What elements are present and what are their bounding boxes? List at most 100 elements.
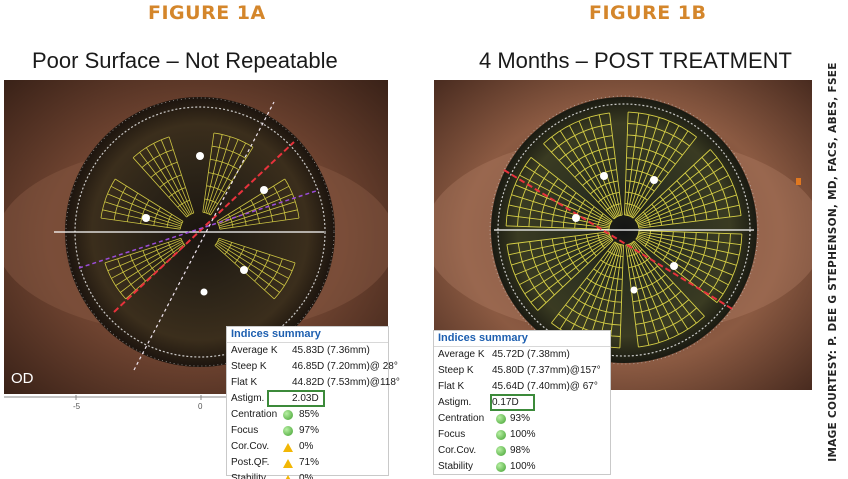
- topography-grid-line: [566, 146, 614, 170]
- topography-grid-line: [671, 232, 686, 268]
- summary-label: Centration: [438, 413, 485, 424]
- topography-grid-line: [551, 238, 572, 280]
- topography-grid-line: [559, 242, 617, 330]
- topography-grid-line: [537, 239, 614, 311]
- topography-grid-line: [628, 117, 660, 216]
- topography-grid-line: [619, 244, 624, 348]
- topography-grid-line: [698, 233, 720, 289]
- topography-grid-line: [568, 243, 618, 335]
- topography-grid-line: [216, 178, 286, 222]
- topography-grid-line: [586, 277, 622, 292]
- summary-label: Average K: [438, 349, 485, 360]
- topography-grid-line: [563, 237, 580, 272]
- topography-grid-line: [506, 244, 539, 311]
- topography-grid-line: [588, 117, 620, 216]
- topography-grid-line: [506, 231, 610, 245]
- topography-grid-line: [638, 234, 737, 266]
- topography-grid-line: [202, 132, 215, 213]
- topography-grid-line: [662, 231, 674, 261]
- topography-grid-line: [517, 164, 541, 227]
- topography-grid-line: [585, 206, 595, 229]
- axis-scale-graphic: -5 0: [4, 395, 226, 411]
- topography-grid-line: [517, 242, 547, 303]
- summary-row-centration: Centration 85%: [227, 407, 388, 423]
- topography-grid-line: [215, 243, 280, 293]
- topography-grid-line: [634, 219, 640, 229]
- topography-grid-line: [506, 225, 610, 230]
- summary-row-cor-cov: Cor.Cov. 98%: [434, 443, 610, 459]
- topography-grid-line: [631, 130, 689, 218]
- topography-grid-line: [234, 246, 245, 264]
- summary-label: Average K: [231, 345, 278, 356]
- summary-row-cor-cov: Cor.Cov. 0%: [227, 439, 388, 455]
- topography-grid-line: [153, 143, 192, 215]
- topography-grid-line: [104, 201, 182, 227]
- topography-grid-line: [160, 139, 193, 214]
- indices-summary-panel-b: Indices summary Average K 45.72D (7.38mm…: [433, 330, 611, 475]
- topography-grid-line: [629, 265, 658, 280]
- topography-grid-line: [579, 286, 622, 303]
- topography-grid-line: [132, 136, 170, 159]
- axis-tick-label-0: 0: [198, 402, 203, 411]
- topography-grid-line: [625, 191, 648, 201]
- topography-grid-line: [217, 240, 289, 279]
- topography-grid-line: [565, 304, 621, 326]
- summary-value: 45.64D (7.40mm)@ 67°: [492, 381, 598, 392]
- topography-grid-line: [637, 236, 729, 286]
- topography-grid-line: [638, 204, 740, 228]
- image-credit: IMAGE COURTESY: P. DEE G STEPHENSON, MD,…: [824, 52, 842, 472]
- summary-label: Focus: [231, 425, 259, 436]
- topography-grid-line: [574, 157, 616, 178]
- topography-grid-line: [139, 152, 189, 217]
- topography-grid-line: [159, 174, 182, 188]
- summary-value: 98%: [510, 445, 531, 456]
- topography-grid-line: [506, 214, 610, 229]
- summary-label: Astigm.: [231, 393, 265, 404]
- topography-grid-line: [631, 274, 666, 291]
- topography-grid-line: [559, 130, 617, 218]
- topography-grid-line: [590, 180, 619, 195]
- summary-value: 0.17D: [492, 397, 519, 408]
- topography-grid-line: [212, 145, 247, 159]
- summary-value: 100%: [510, 461, 536, 472]
- topography-grid-line: [597, 191, 620, 203]
- indices-summary-title: Indices summary: [434, 331, 610, 347]
- summary-row-astigmatism: Astigm. 0.17D: [434, 394, 610, 411]
- topography-grid-line: [638, 232, 740, 256]
- topography-grid-line: [511, 234, 610, 266]
- topography-grid-line: [551, 185, 568, 228]
- topography-grid-line: [543, 112, 610, 145]
- summary-value: 2.03D: [292, 393, 319, 404]
- topography-grid-line: [117, 258, 136, 291]
- topography-grid-line: [204, 198, 218, 205]
- topography-grid-line: [210, 146, 254, 216]
- topography-grid-line: [210, 159, 240, 171]
- status-ok-icon: [496, 430, 506, 440]
- topography-grid-line: [146, 147, 190, 216]
- summary-value: 46.85D (7.20mm)@ 28°: [292, 361, 398, 372]
- topography-grid-line: [218, 237, 296, 264]
- summary-label: Flat K: [231, 377, 258, 388]
- topography-grid-line: [625, 112, 640, 216]
- topography-grid-line: [264, 258, 283, 291]
- topography-grid-line: [588, 244, 620, 343]
- topography-grid-line: [254, 254, 271, 282]
- summary-value: 85%: [299, 409, 320, 420]
- topography-grid-line: [107, 193, 182, 225]
- topography-grid-line: [539, 178, 559, 228]
- topography-grid-line: [628, 111, 697, 138]
- summary-label: Post.QF.: [231, 457, 270, 468]
- topography-grid-line: [634, 149, 711, 221]
- topography-grid-line: [551, 241, 616, 324]
- topography-grid-line: [659, 196, 674, 225]
- topography-grid-line: [218, 201, 296, 227]
- summary-row-stability: Stability 0%: [227, 471, 388, 479]
- indices-summary-panel-a: Indices summary Average K 45.83D (7.36mm…: [226, 326, 400, 479]
- figure-1a-title: Poor Surface – Not Repeatable: [32, 48, 338, 73]
- topography-grid-line: [219, 217, 300, 230]
- topography-grid-line: [709, 149, 742, 216]
- topography-grid-line: [206, 185, 225, 193]
- topography-grid-line: [626, 114, 650, 216]
- summary-value: 44.82D (7.53mm)@118°: [292, 377, 400, 388]
- topography-grid-line: [528, 171, 550, 227]
